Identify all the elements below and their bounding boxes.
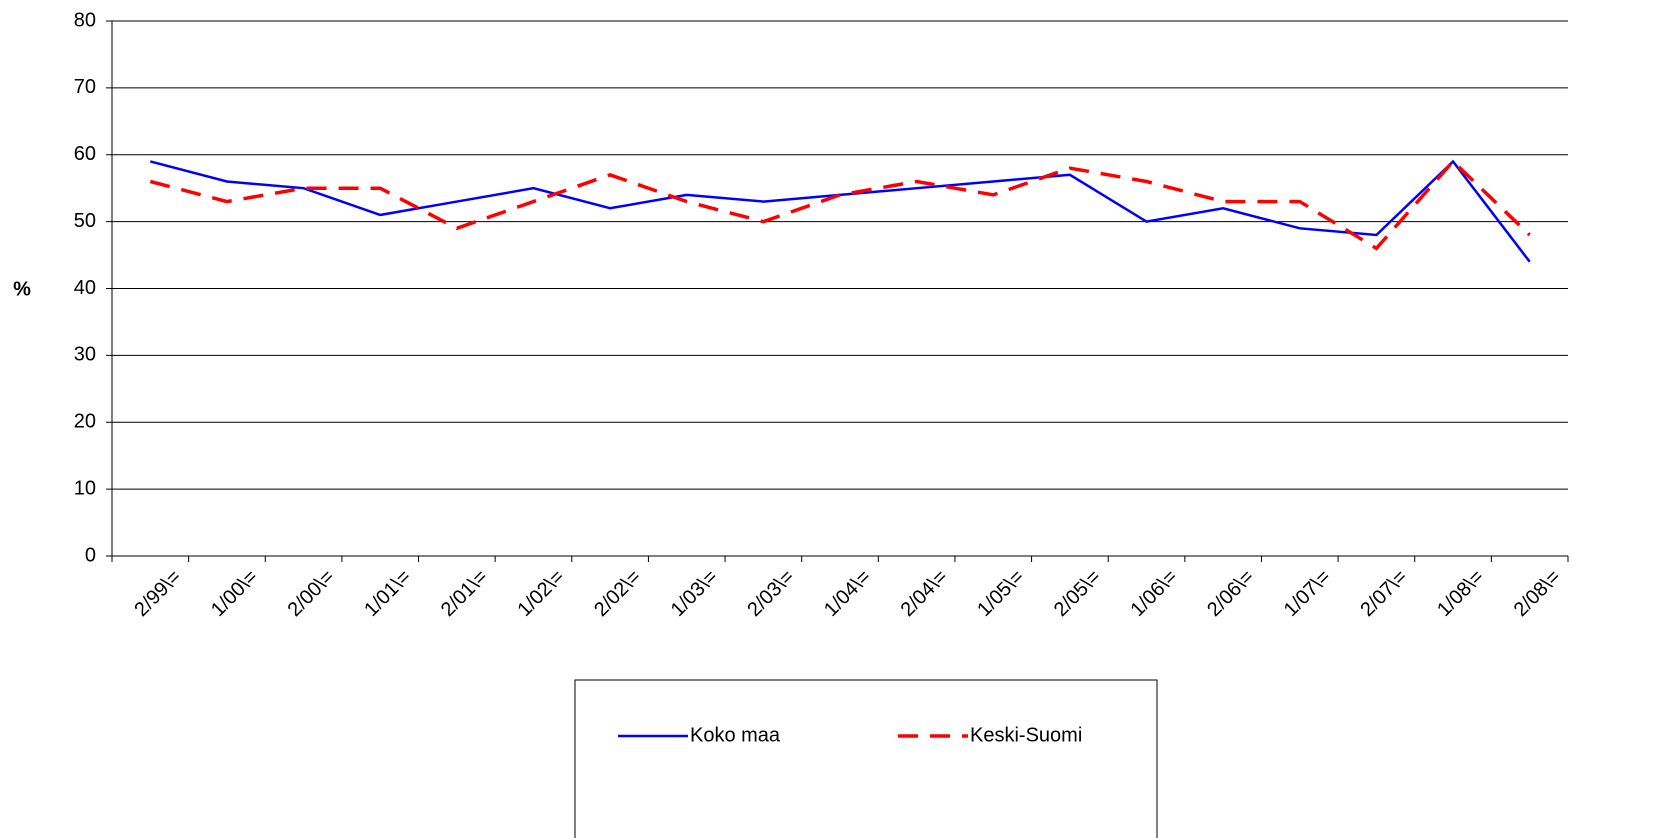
y-tick-label: 10 [74,477,96,499]
x-tick-label: 1/03\= [667,566,722,621]
x-tick-label: 2/04\= [897,566,952,621]
y-tick-label: 60 [74,143,96,165]
y-tick-label: 20 [74,411,96,433]
y-tick-label: 80 [74,9,96,31]
x-tick-label: 1/08\= [1433,566,1488,621]
legend-box [574,679,1158,838]
x-tick-label: 2/99\= [130,566,185,621]
x-tick-label: 2/02\= [590,566,645,621]
y-tick-label: 70 [74,76,96,98]
x-tick-label: 2/05\= [1050,566,1105,621]
y-tick-label: 30 [74,344,96,366]
y-axis-label: % [13,278,31,300]
x-tick-label: 1/01\= [360,566,415,621]
y-tick-label: 0 [85,544,96,566]
legend-label: Keski-Suomi [970,724,1082,746]
y-tick-label: 40 [74,277,96,299]
y-tick-label: 50 [74,210,96,232]
x-tick-label: 1/07\= [1280,566,1335,621]
x-tick-label: 1/02\= [513,566,568,621]
x-tick-label: 1/00\= [207,566,262,621]
x-tick-label: 1/05\= [973,566,1028,621]
x-tick-label: 2/07\= [1356,566,1411,621]
x-tick-label: 2/08\= [1510,566,1565,621]
x-tick-label: 2/03\= [743,566,798,621]
x-tick-label: 2/00\= [284,566,339,621]
x-tick-label: 2/06\= [1203,566,1258,621]
x-tick-label: 1/04\= [820,566,875,621]
x-tick-label: 2/01\= [437,566,492,621]
legend-label: Koko maa [690,724,781,746]
series-line [149,158,1531,251]
series-line [149,159,1531,263]
x-tick-label: 1/06\= [1127,566,1182,621]
